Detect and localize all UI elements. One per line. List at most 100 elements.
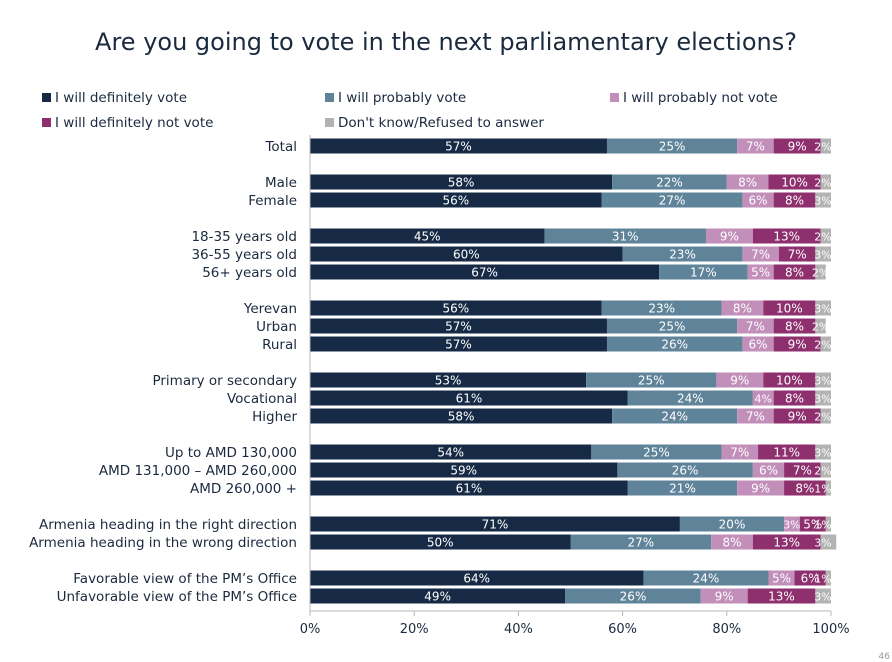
data-label: 3% xyxy=(814,195,831,208)
category-label: AMD 131,000 – AMD 260,000 xyxy=(99,463,297,479)
bar-segment xyxy=(310,462,618,478)
bar-segment xyxy=(778,246,816,262)
data-label: 1% xyxy=(814,519,831,532)
data-label: 45% xyxy=(414,230,441,244)
data-label: 54% xyxy=(437,446,464,460)
legend-label: I will probably vote xyxy=(338,90,467,106)
data-label: 1% xyxy=(814,573,831,586)
data-label: 58% xyxy=(448,410,475,424)
bar-segment xyxy=(721,444,759,460)
data-label: 8% xyxy=(722,536,741,550)
data-label: 58% xyxy=(448,176,475,190)
bar-segment xyxy=(310,192,602,208)
data-label: 56% xyxy=(443,302,470,316)
bar-segment xyxy=(310,336,607,352)
bar-segment xyxy=(820,462,831,478)
category-label: 18-35 years old xyxy=(191,229,297,245)
category-label: Higher xyxy=(252,409,297,425)
data-label: 71% xyxy=(482,518,509,532)
data-label: 23% xyxy=(648,302,675,316)
bar-segment xyxy=(825,570,831,586)
data-label: 21% xyxy=(669,482,696,496)
data-label: 60% xyxy=(453,248,480,262)
data-label: 3% xyxy=(814,375,831,388)
data-label: 23% xyxy=(669,248,696,262)
data-label: 7% xyxy=(793,464,812,478)
bar-segment xyxy=(627,480,738,496)
bar-segment xyxy=(768,570,795,586)
data-label: 7% xyxy=(788,248,807,262)
bar-segment xyxy=(794,570,826,586)
bar-segment xyxy=(752,534,821,550)
bar-segment xyxy=(591,444,722,460)
page-number: 46 xyxy=(878,652,890,662)
category-label: Vocational xyxy=(227,391,297,407)
data-label: 8% xyxy=(795,482,814,496)
bar-segment xyxy=(742,192,774,208)
bar-segment xyxy=(737,480,785,496)
category-label: 56+ years old xyxy=(202,265,297,281)
category-label: Favorable view of the PM’s Office xyxy=(73,571,297,587)
bar-segment xyxy=(799,516,826,532)
bar-segment xyxy=(742,336,774,352)
bar-segment xyxy=(310,408,613,424)
bar-segment xyxy=(700,588,748,604)
data-label: 3% xyxy=(814,591,831,604)
data-label: 61% xyxy=(456,482,483,496)
bar-segment xyxy=(773,336,821,352)
legend-swatch xyxy=(42,118,51,127)
data-label: 6% xyxy=(759,464,778,478)
bar-segment xyxy=(586,372,717,388)
data-label: 11% xyxy=(773,446,800,460)
bar-segment xyxy=(606,336,743,352)
bar-segment xyxy=(820,138,831,154)
bar-segment xyxy=(726,174,769,190)
data-label: 9% xyxy=(720,230,739,244)
bar-segment xyxy=(773,408,821,424)
bar-segment xyxy=(752,228,821,244)
data-label: 57% xyxy=(445,320,472,334)
bar-segment xyxy=(601,192,743,208)
data-label: 2% xyxy=(814,465,831,478)
data-label: 2% xyxy=(814,339,831,352)
legend-label: Don't know/Refused to answer xyxy=(338,115,544,131)
category-label: Armenia heading in the right direction xyxy=(39,517,297,533)
data-label: 25% xyxy=(659,140,686,154)
bar-segment xyxy=(815,372,831,388)
bar-segment xyxy=(565,588,701,604)
data-label: 3% xyxy=(783,519,800,532)
x-tick-label: 40% xyxy=(504,622,533,637)
bar-segment xyxy=(737,408,774,424)
data-label: 10% xyxy=(776,302,803,316)
data-label: 9% xyxy=(788,410,807,424)
bar-segment xyxy=(747,264,774,280)
data-label: 13% xyxy=(773,230,800,244)
data-label: 7% xyxy=(746,410,765,424)
data-label: 7% xyxy=(730,446,749,460)
bar-segment xyxy=(310,480,628,496)
bar-segment xyxy=(606,318,738,334)
data-label: 25% xyxy=(638,374,665,388)
legend-item: I will probably not vote xyxy=(610,90,778,106)
data-label: 4% xyxy=(755,393,772,406)
data-label: 8% xyxy=(785,392,804,406)
category-label: Yerevan xyxy=(243,301,297,317)
category-label: Male xyxy=(265,175,297,191)
category-label: 36-55 years old xyxy=(191,247,297,263)
bar-segment xyxy=(825,480,831,496)
bar-segment xyxy=(612,174,727,190)
bar-segment xyxy=(310,264,660,280)
legend-swatch xyxy=(42,93,51,102)
bar-segment xyxy=(544,228,706,244)
bar-segment xyxy=(622,246,743,262)
data-label: 2% xyxy=(814,177,831,190)
bar-segment xyxy=(310,534,571,550)
data-label: 64% xyxy=(463,572,490,586)
bar-segment xyxy=(758,444,816,460)
data-label: 26% xyxy=(672,464,699,478)
data-label: 3% xyxy=(814,393,831,406)
data-label: 24% xyxy=(661,410,688,424)
data-label: 57% xyxy=(445,338,472,352)
bar-segment xyxy=(711,534,753,550)
